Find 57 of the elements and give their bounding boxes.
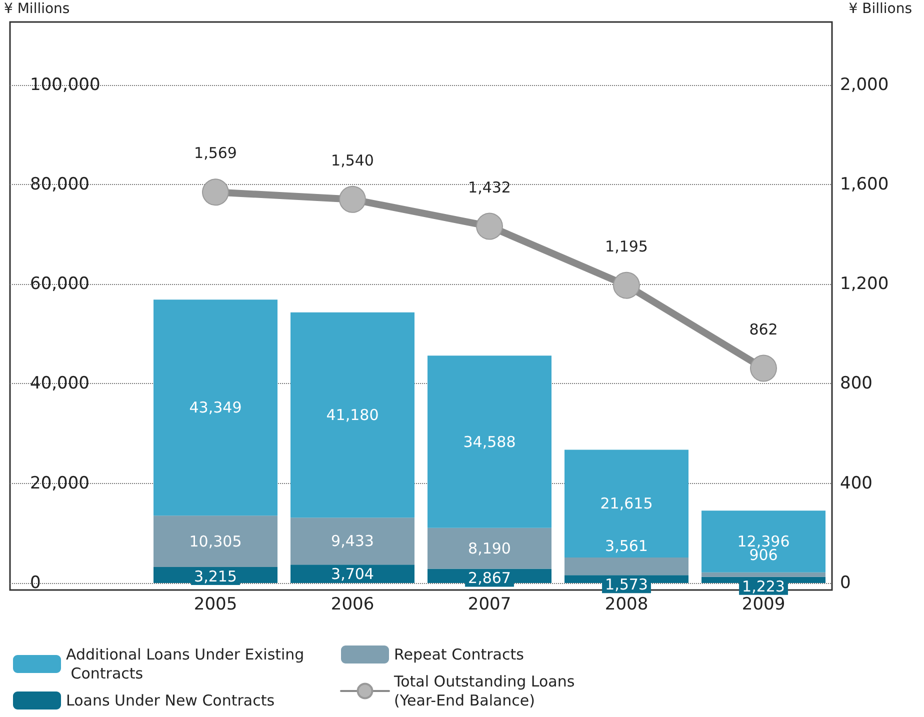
y2-tick-label: 1,600 (840, 174, 889, 194)
legend-label: Repeat Contracts (394, 646, 524, 664)
y-tick-label: 20,000 (30, 473, 90, 494)
bar (428, 528, 552, 569)
data-label: 3,215 (194, 568, 237, 586)
data-label: 2,867 (468, 569, 511, 588)
point (750, 354, 777, 382)
data-label: 3,704 (331, 564, 374, 583)
data-label: 1,540 (331, 151, 374, 170)
y2-tick-label: 1,200 (840, 274, 889, 294)
data-label: 43,349 (189, 398, 242, 417)
x-tick-label: 2005 (194, 594, 238, 614)
y-tick-label: 40,000 (30, 374, 90, 394)
data-label: 1,223 (742, 577, 785, 596)
data-label: 34,588 (463, 432, 516, 451)
bar (702, 572, 826, 577)
y2-tick-label: 2,000 (840, 74, 889, 95)
data-label: 1,432 (468, 178, 511, 196)
y-tick-label: 100,000 (30, 74, 100, 95)
legend-label: Total Outstanding Loans (Year-End Balance) (393, 672, 580, 710)
legend-label: Additional Loans Under Existing Contracts (66, 646, 304, 682)
bar (702, 510, 826, 572)
data-label: 1,195 (605, 237, 648, 256)
bar (290, 564, 414, 584)
bar (154, 300, 278, 516)
y-tick-label: 0 (30, 573, 41, 594)
data-label: 9,433 (331, 532, 374, 550)
bar (564, 450, 688, 558)
data-label: 3,561 (605, 536, 648, 555)
bar (290, 518, 414, 565)
y2-tick-label: 400 (840, 473, 872, 494)
x-tick-label: 2007 (468, 594, 512, 614)
data-label: 41,180 (326, 406, 379, 424)
bar (564, 557, 688, 576)
point (613, 272, 640, 299)
data-label: 1,569 (194, 144, 237, 162)
data-label: 8,190 (468, 539, 511, 558)
point (339, 186, 366, 213)
data-label: 1,573 (605, 576, 648, 594)
bar (428, 356, 552, 528)
y2-tick-label: 800 (840, 374, 872, 394)
bar (290, 312, 414, 518)
bar (154, 516, 278, 568)
x-tick-label: 2006 (330, 594, 374, 614)
point (476, 212, 503, 240)
x-tick-label: 2009 (742, 594, 786, 614)
point (202, 178, 229, 206)
y2-axis-title: ¥ Billions (848, 1, 912, 17)
x-tick-label: 2008 (604, 594, 648, 614)
y-axis-title: ¥ Millions (4, 1, 70, 17)
y2-tick-label: 0 (840, 573, 851, 594)
y-tick-label: 60,000 (30, 274, 90, 294)
legend-label: Loans Under New Contracts (66, 692, 275, 710)
data-label: 862 (749, 320, 778, 338)
data-label: 21,615 (600, 494, 653, 513)
data-label: 10,305 (189, 532, 242, 550)
y-tick-label: 80,000 (30, 174, 90, 194)
